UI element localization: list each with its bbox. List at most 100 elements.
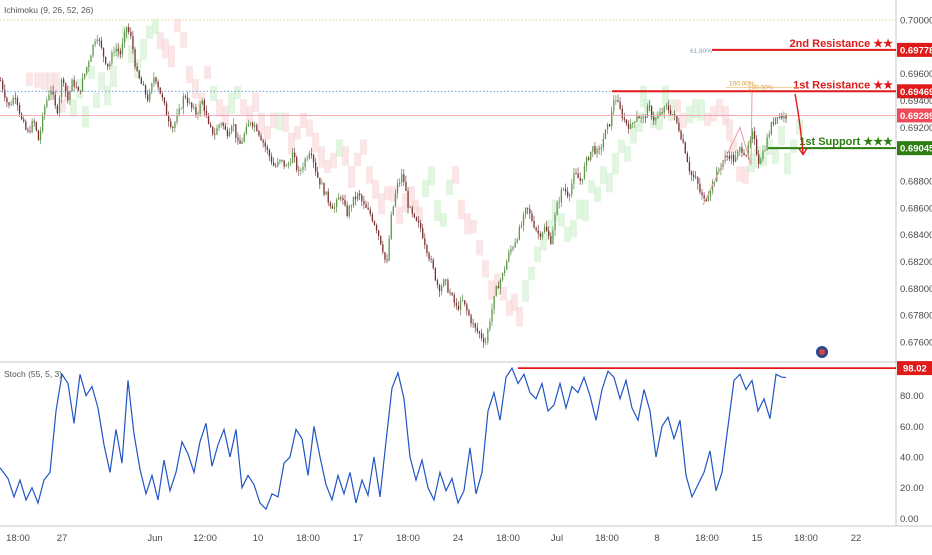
candle-body [312,155,315,163]
candle-body [567,191,569,197]
candle-body [342,198,344,201]
cloud-segment [428,166,435,186]
cloud-segment [41,72,48,90]
candle-body [728,155,730,159]
candle-body [270,156,273,163]
price-tick-label: 0.67800 [900,311,932,322]
candle-body [606,124,609,130]
cloud-segment [618,139,625,153]
candle-body [693,175,695,177]
candle-body [369,209,371,215]
harmonic-pattern[interactable] [702,92,753,206]
stochastic-pane[interactable]: 98.02 [0,361,932,511]
cloud-segment [140,38,147,61]
candle-body [554,214,556,231]
cloud-segment [186,65,193,84]
cloud-segment [104,85,111,106]
cloud-segment [440,213,447,227]
price-tag [897,84,932,99]
candle-body [663,106,665,114]
candle-body [319,177,321,185]
cloud-segment [662,85,669,106]
candle-body [327,191,329,203]
candle-body [768,133,770,137]
candle-body [308,153,310,159]
stoch-value-tag [897,361,932,376]
candle-body [396,183,399,194]
candle-body [344,200,346,206]
candle-body [254,124,256,127]
cloud-segment [470,219,477,234]
cloud-segment [686,105,693,124]
price-tick-label: 0.69400 [900,96,932,107]
candle-body [373,221,376,226]
candle-body [741,147,743,153]
cloud-segment [372,179,379,200]
current-price-text: 0.69289 [900,111,932,122]
candle-body [264,142,266,147]
cloud-segment [656,112,663,131]
candle-body [459,300,462,310]
candle-body [56,105,58,114]
cloud-segment [26,72,33,86]
candle-body [102,47,105,57]
candle-body [529,208,531,214]
stochastic-label[interactable]: Stoch (55, 5, 3) [4,369,62,379]
stochastic-axis[interactable]: 80.00 60.00 40.00 20.00 0.00 [900,391,924,525]
candle-body [214,134,216,135]
candle-body [732,154,735,162]
candle-body [321,183,323,185]
candle-body [596,148,598,154]
candle-body [163,97,166,104]
candle-body [298,170,300,171]
candle-body [653,116,655,121]
candle-body [709,191,712,197]
ichimoku-label[interactable]: Ichimoku (9, 26, 52, 26) [4,5,93,15]
candle-body [218,124,220,129]
level-label: 1st Resistance ★★ [793,79,893,91]
candle-body [21,113,23,120]
support-resistance-levels[interactable]: 2nd Resistance ★★ 0.69778 1st Resistance ★… [0,38,932,206]
time-tick-label: 22 [851,533,862,544]
candle-body [434,268,436,281]
candle-body [569,194,571,197]
candle-body [39,130,42,141]
candle-body [640,117,642,119]
candle-body [766,136,768,150]
candle-body [422,228,424,239]
stoch-tick-label: 40.00 [900,453,924,464]
stochastic-k-line[interactable] [0,366,786,511]
candle-body [33,120,35,123]
candle-body [470,315,472,324]
candle-body [552,230,554,245]
candle-body [58,97,61,114]
candle-body [711,182,714,192]
candlestick-series[interactable] [0,23,787,349]
candle-body [119,51,121,54]
candle-body [590,151,592,160]
candle-body [23,119,25,122]
cloud-segment [318,146,325,168]
time-axis[interactable]: 18:00 27 Jun 12:00 10 18:00 17 18:00 24 18:00 Jul 1… [6,533,861,544]
cloud-segment [606,172,613,193]
cloud-segment [564,226,571,243]
candle-body [155,77,157,82]
cloud-segment [276,112,283,131]
candle-body [583,166,586,179]
candle-body [333,207,336,209]
candle-body [48,94,50,101]
cloud-segment [402,193,409,213]
candle-body [52,90,54,95]
candle-body [304,159,306,168]
candle-body [94,41,96,45]
candle-body [302,167,304,170]
price-axis[interactable]: 0.70000 0.69600 0.69400 0.69200 0.68800 0.686… [900,16,932,349]
candle-body [126,27,128,33]
cloud-segment [674,99,681,113]
candle-body [537,230,539,234]
price-tag [897,141,932,156]
cloud-segment [552,199,559,222]
candle-body [657,115,659,119]
cloud-segment [34,72,41,88]
